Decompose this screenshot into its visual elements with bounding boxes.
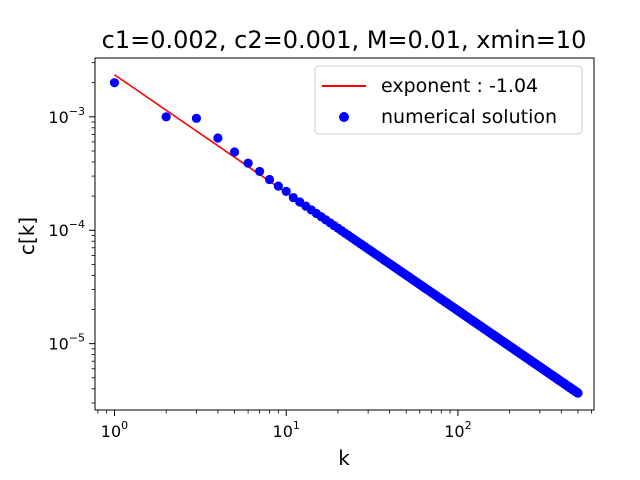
y-tick-label: 10−3 — [48, 105, 85, 127]
data-point — [288, 192, 298, 203]
data-point — [229, 147, 240, 157]
data-point — [191, 113, 202, 123]
data-point — [243, 158, 253, 168]
legend-point-marker — [339, 112, 349, 122]
x-axis: 100 101 102 — [97, 410, 592, 441]
legend-label-numerical: numerical solution — [381, 106, 557, 128]
data-point — [264, 174, 275, 185]
legend-label-fit: exponent : -1.04 — [381, 75, 538, 97]
x-tick-label: 100 — [101, 419, 128, 441]
data-point — [255, 166, 265, 177]
data-point — [161, 112, 171, 122]
data-point — [109, 78, 120, 88]
y-axis: 10−5 10−4 10−3 — [48, 62, 95, 404]
data-point — [281, 186, 291, 196]
legend: exponent : -1.04 numerical solution — [314, 65, 583, 135]
y-axis-label: c[k] — [15, 217, 39, 255]
chart-title: c1=0.002, c2=0.001, M=0.01, xmin=10 — [102, 26, 587, 54]
axes-frame — [94, 57, 595, 411]
y-tick-label: 10−4 — [48, 218, 85, 240]
data-point — [213, 133, 223, 143]
y-tick-label: 10−5 — [48, 332, 85, 354]
x-axis-label: k — [338, 446, 350, 470]
data-point — [573, 388, 583, 398]
x-tick-label: 102 — [444, 419, 471, 441]
plot-area — [109, 74, 583, 398]
series-points — [109, 78, 583, 398]
legend-box — [314, 65, 583, 135]
x-tick-label: 101 — [273, 419, 300, 441]
data-point — [273, 181, 283, 191]
